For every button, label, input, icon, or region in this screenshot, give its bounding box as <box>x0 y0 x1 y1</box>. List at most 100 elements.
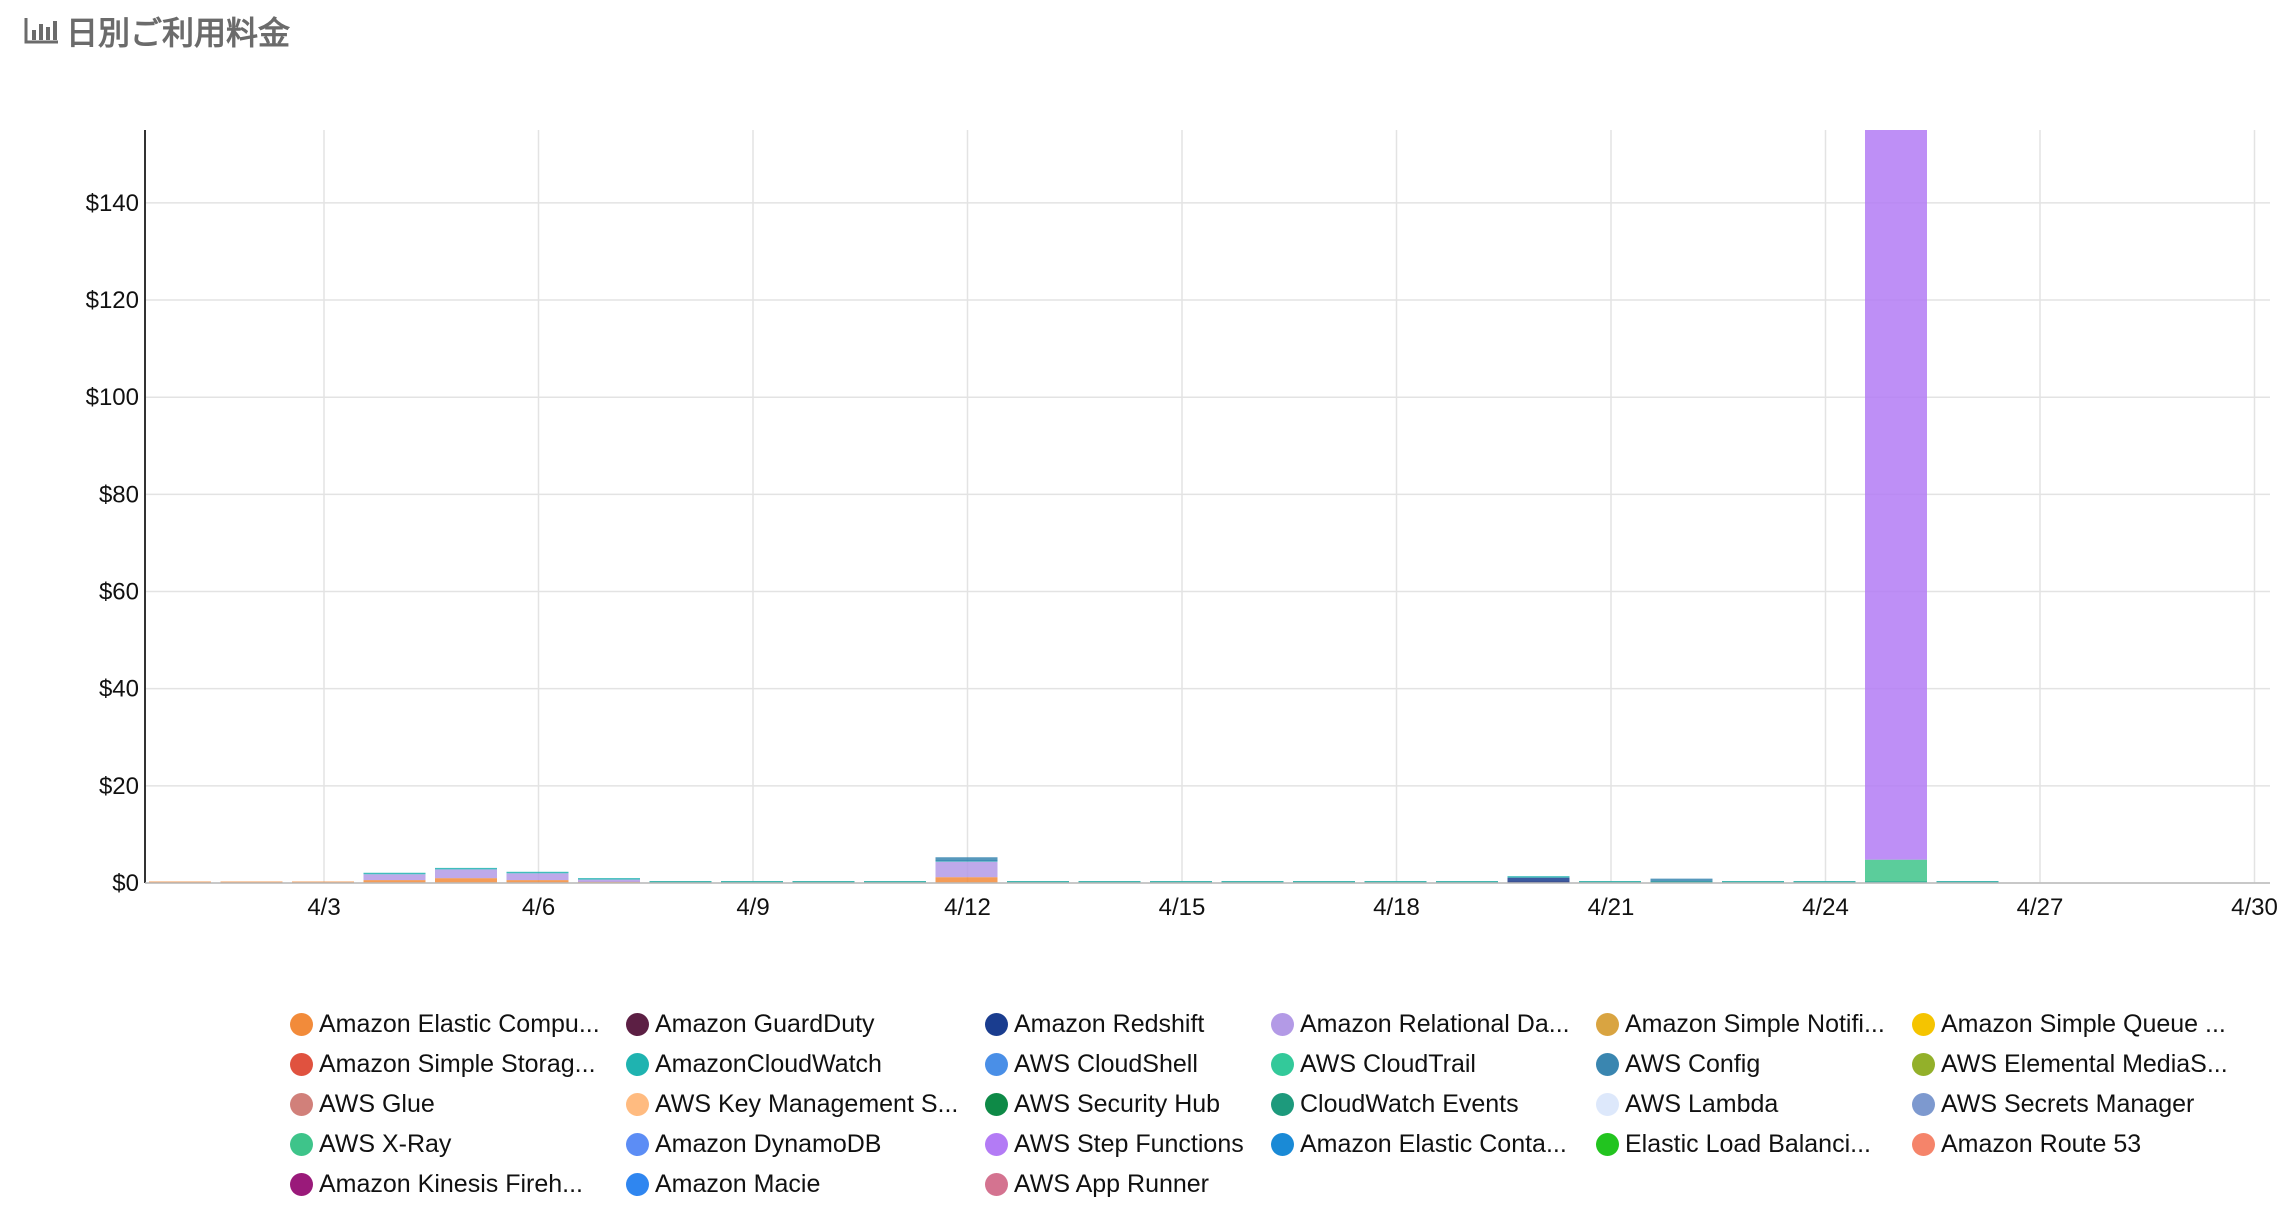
legend-item[interactable]: AWS CloudShell <box>985 1050 1271 1078</box>
legend-color-dot <box>290 1052 313 1076</box>
legend-item[interactable]: Amazon Elastic Compu... <box>290 1010 626 1038</box>
legend-item[interactable]: Amazon Redshift <box>985 1010 1271 1038</box>
legend-color-dot <box>290 1012 313 1036</box>
x-tick-label: 4/30 <box>2231 894 2278 921</box>
legend-color-dot <box>1596 1012 1619 1036</box>
legend-item[interactable]: Amazon GuardDuty <box>626 1010 985 1038</box>
bar-segment <box>435 869 497 879</box>
bar-segment <box>1364 881 1427 883</box>
bar-segment <box>649 881 712 883</box>
legend-label: AWS CloudTrail <box>1300 1049 1476 1078</box>
legend-item[interactable]: AWS Key Management S... <box>626 1090 985 1118</box>
legend-label: Amazon Macie <box>655 1169 821 1198</box>
legend-label: AWS Elemental MediaS... <box>1941 1049 2228 1078</box>
bar-segment <box>363 880 426 883</box>
legend-item[interactable]: AWS X-Ray <box>290 1130 626 1158</box>
daily-cost-chart: $0 $20 $40 $60 $80 $100 $120 $140 4/3 4/6 4/9 4/12 4… <box>86 130 2278 921</box>
chart-grid <box>145 130 2270 884</box>
legend-item[interactable]: Elastic Load Balanci... <box>1596 1130 1912 1158</box>
legend-item[interactable]: Amazon Route 53 <box>1912 1130 2252 1158</box>
legend-color-dot <box>290 1172 313 1196</box>
legend-label: AWS Secrets Manager <box>1941 1089 2195 1118</box>
legend-label: AWS CloudShell <box>1014 1049 1198 1078</box>
legend-item[interactable]: AWS Config <box>1596 1050 1912 1078</box>
bar-segment <box>578 879 640 883</box>
legend-item[interactable]: Amazon Macie <box>626 1170 985 1198</box>
legend-label: CloudWatch Events <box>1300 1089 1519 1118</box>
bar-segment <box>1650 881 1713 883</box>
bar-segment <box>578 878 640 880</box>
legend-item[interactable]: AWS Elemental MediaS... <box>1912 1050 2252 1078</box>
bar-segment <box>1865 881 1927 883</box>
bar-segment <box>721 881 783 883</box>
legend-color-dot <box>626 1172 649 1196</box>
bar-segment <box>1507 877 1570 883</box>
legend-label: Amazon Simple Queue ... <box>1941 1009 2226 1038</box>
x-tick-label: 4/6 <box>522 894 555 921</box>
legend-label: Amazon Kinesis Fireh... <box>319 1169 583 1198</box>
bar-segment <box>935 857 998 862</box>
legend-label: AWS X-Ray <box>319 1129 452 1158</box>
legend-item[interactable]: AWS App Runner <box>985 1170 1271 1198</box>
legend-item[interactable]: Amazon Simple Notifi... <box>1596 1010 1912 1038</box>
legend-item[interactable]: AWS Step Functions <box>985 1130 1271 1158</box>
legend-item[interactable]: AWS Glue <box>290 1090 626 1118</box>
legend-color-dot <box>1271 1052 1294 1076</box>
bar-segment <box>363 874 426 881</box>
legend-color-dot <box>626 1052 649 1076</box>
legend-color-dot <box>985 1132 1008 1156</box>
chart-header: 日別ご利用料金 <box>24 8 290 54</box>
legend-color-dot <box>626 1132 649 1156</box>
legend-color-dot <box>1271 1012 1294 1036</box>
legend-item[interactable]: AWS CloudTrail <box>1271 1050 1596 1078</box>
bar-segment <box>1007 881 1069 883</box>
x-tick-label: 4/3 <box>307 894 340 921</box>
legend-label: AWS Security Hub <box>1014 1089 1221 1118</box>
legend-item[interactable]: AWS Security Hub <box>985 1090 1271 1118</box>
legend-item[interactable]: Amazon Elastic Conta... <box>1271 1130 1596 1158</box>
bar-segment <box>506 880 569 883</box>
legend-item[interactable]: Amazon Relational Da... <box>1271 1010 1596 1038</box>
y-tick-label: $100 <box>86 384 139 411</box>
legend-label: Amazon Elastic Conta... <box>1300 1129 1567 1158</box>
bar-segment <box>506 873 569 881</box>
legend-color-dot <box>290 1092 313 1116</box>
bar-segment <box>864 881 926 883</box>
legend-color-dot <box>985 1052 1008 1076</box>
legend-label: AWS Config <box>1625 1049 1761 1078</box>
legend-item[interactable]: AWS Lambda <box>1596 1090 1912 1118</box>
legend-color-dot <box>1912 1052 1935 1076</box>
legend-label: Amazon GuardDuty <box>655 1009 875 1038</box>
y-tick-label: $80 <box>99 481 139 508</box>
legend-color-dot <box>1912 1092 1935 1116</box>
bar-segment <box>1221 881 1284 883</box>
legend-item[interactable]: Amazon Simple Storag... <box>290 1050 626 1078</box>
legend-label: Amazon Route 53 <box>1941 1129 2142 1158</box>
legend-item[interactable]: Amazon Simple Queue ... <box>1912 1010 2252 1038</box>
legend-item[interactable]: CloudWatch Events <box>1271 1090 1596 1118</box>
legend-color-dot <box>1596 1092 1619 1116</box>
y-tick-label: $0 <box>112 870 139 897</box>
legend-label: AWS App Runner <box>1014 1169 1210 1198</box>
legend-label: Amazon Simple Notifi... <box>1625 1009 1885 1038</box>
legend-color-dot <box>985 1172 1008 1196</box>
legend-label: AWS Key Management S... <box>655 1089 959 1118</box>
legend-item[interactable]: Amazon Kinesis Fireh... <box>290 1170 626 1198</box>
bar-segment <box>435 878 497 883</box>
bar-segment <box>1650 878 1713 882</box>
y-tick-label: $140 <box>86 190 139 217</box>
bar-segment <box>1436 881 1498 883</box>
legend-item[interactable]: AWS Secrets Manager <box>1912 1090 2252 1118</box>
x-tick-label: 4/12 <box>944 894 991 921</box>
legend-color-dot <box>1596 1132 1619 1156</box>
bar-segment <box>1579 881 1641 883</box>
legend-color-dot <box>985 1092 1008 1116</box>
legend-color-dot <box>1271 1092 1294 1116</box>
bar-segment <box>506 871 569 874</box>
legend-color-dot <box>1912 1132 1935 1156</box>
legend-label: Amazon Redshift <box>1014 1009 1205 1038</box>
bar-segment <box>1507 876 1570 878</box>
legend-item[interactable]: Amazon DynamoDB <box>626 1130 985 1158</box>
legend-item[interactable]: AmazonCloudWatch <box>626 1050 985 1078</box>
bar-segment <box>792 881 855 883</box>
